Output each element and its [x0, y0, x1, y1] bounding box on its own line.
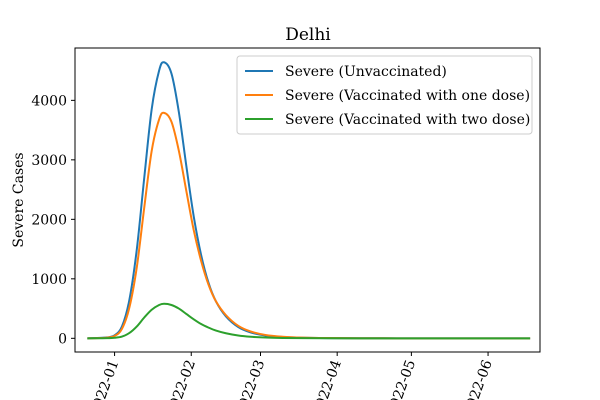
- chart-title: Delhi: [285, 25, 331, 45]
- legend: Severe (Unvaccinated) Severe (Vaccinated …: [236, 55, 533, 135]
- y-tick-label: 2000: [31, 212, 67, 228]
- y-axis: 0 1000 2000 3000 4000: [31, 93, 75, 347]
- legend-label: Severe (Unvaccinated): [285, 64, 447, 80]
- y-tick-label: 3000: [31, 153, 67, 169]
- y-axis-label: Severe Cases: [11, 152, 27, 247]
- plot-frame: [74, 47, 541, 353]
- legend-label: Severe (Vaccinated with one dose): [285, 88, 530, 104]
- y-tick-label: 1000: [31, 272, 67, 288]
- series-line-3: [87, 302, 531, 340]
- series-layer: [87, 61, 531, 340]
- y-tick-label: 4000: [31, 93, 67, 109]
- legend-label: Severe (Vaccinated with two dose): [285, 112, 530, 128]
- legend-box: [236, 55, 533, 135]
- y-tick-label: 0: [58, 331, 67, 347]
